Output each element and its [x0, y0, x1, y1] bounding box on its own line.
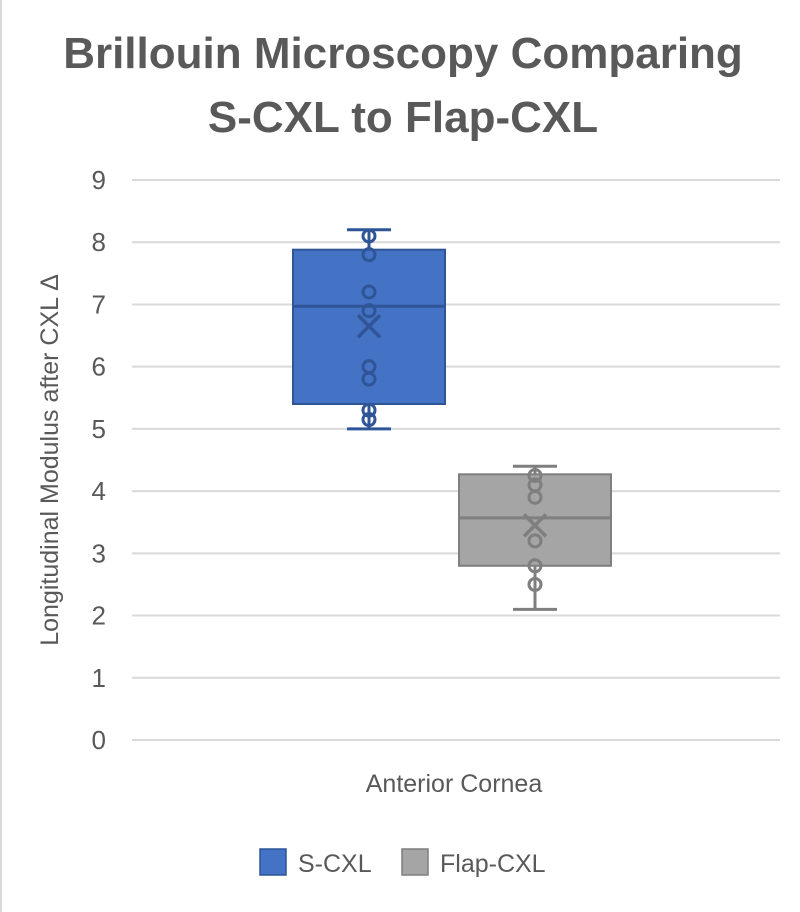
legend-label-0: S-CXL — [298, 850, 372, 878]
box-group-0 — [292, 228, 446, 431]
data-point-0-1 — [361, 247, 377, 263]
y-tick-label-8: 8 — [92, 227, 106, 257]
gridlines — [132, 179, 780, 741]
box-iqr-1 — [458, 473, 612, 567]
chart-title-line-2: S-CXL to Flap-CXL — [208, 93, 598, 142]
box-group-1 — [458, 464, 612, 611]
data-point-1-0 — [527, 468, 543, 484]
data-point-1-3 — [527, 533, 543, 549]
y-tick-label-6: 6 — [92, 352, 106, 382]
y-tick-label-4: 4 — [92, 476, 106, 506]
mean-marker-b-1 — [522, 513, 548, 538]
mean-marker-b-0 — [356, 313, 382, 339]
data-point-0-7 — [361, 412, 377, 428]
data-point-1-2 — [527, 489, 543, 505]
data-point-1-5 — [527, 576, 543, 592]
data-point-0-5 — [361, 371, 377, 387]
y-tick-label-3: 3 — [92, 538, 106, 568]
data-point-0-0 — [361, 228, 377, 244]
legend-swatch-1 — [401, 848, 429, 876]
data-point-1-4 — [527, 558, 543, 574]
data-point-0-2 — [361, 284, 377, 300]
x-axis-category-label: Anterior Cornea — [366, 770, 543, 798]
y-tick-label-2: 2 — [92, 601, 106, 631]
box-series — [292, 228, 612, 611]
y-tick-label-5: 5 — [92, 414, 106, 444]
y-tick-label-0: 0 — [92, 725, 106, 755]
y-axis-ticks: 0 1 2 3 4 5 6 7 8 9 — [92, 165, 106, 755]
legend: S-CXL Flap-CXL — [259, 848, 546, 878]
y-axis-label: Longitudinal Modulus after CXL Δ — [36, 274, 64, 646]
legend-label-1: Flap-CXL — [440, 850, 546, 878]
data-point-0-6 — [361, 402, 377, 418]
data-point-0-3 — [361, 303, 377, 319]
y-tick-label-9: 9 — [92, 165, 106, 195]
y-tick-label-7: 7 — [92, 289, 106, 319]
legend-swatch-0 — [259, 848, 287, 876]
chart-title-line-1: Brillouin Microscopy Comparing — [63, 29, 743, 78]
y-tick-label-1: 1 — [92, 663, 106, 693]
